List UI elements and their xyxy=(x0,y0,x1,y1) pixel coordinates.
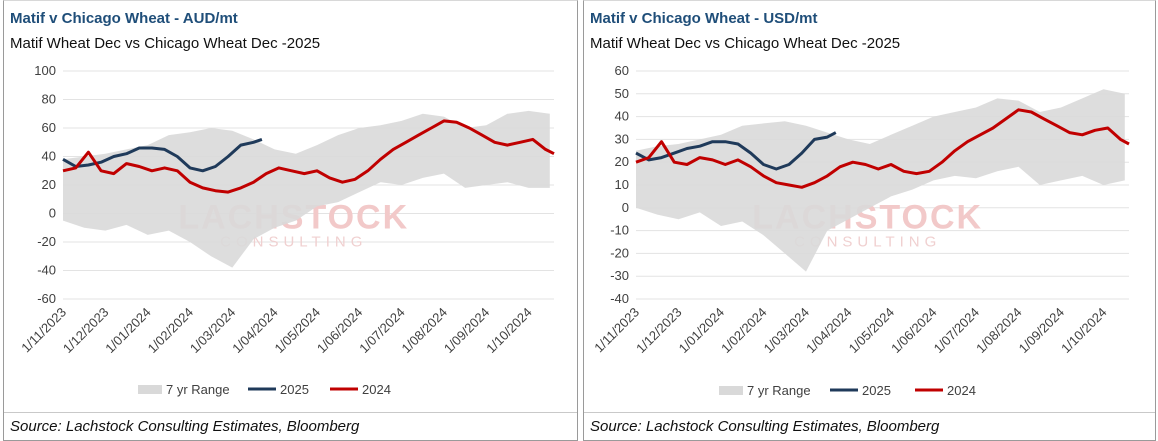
y-tick-label: 40 xyxy=(615,109,629,124)
chart-usd-svg: -40-30-20-100102030405060LACHSTOCKCONSUL… xyxy=(591,63,1130,398)
chart-panel-aud: Matif v Chicago Wheat - AUD/mt Matif Whe… xyxy=(3,0,578,441)
x-tick-label: 1/09/2024 xyxy=(441,305,493,357)
y-tick-label: 20 xyxy=(615,154,629,169)
chart-panel-usd: Matif v Chicago Wheat - USD/mt Matif Whe… xyxy=(583,0,1156,441)
x-tick-label: 1/01/2024 xyxy=(102,305,154,357)
x-tick-label: 1/08/2024 xyxy=(973,305,1025,357)
series-line-2024 xyxy=(62,119,555,194)
y-tick-label: 80 xyxy=(42,92,56,107)
y-tick-label: 0 xyxy=(49,206,56,221)
y-tick-label: -40 xyxy=(610,291,629,306)
y-tick-label: 60 xyxy=(42,120,56,135)
y-tick-label: 20 xyxy=(42,177,56,192)
chart-aud-svg: -60-40-20020406080100LACHSTOCKCONSULTING… xyxy=(18,63,555,397)
y-tick-label: -60 xyxy=(37,291,56,306)
y-tick-label: -20 xyxy=(37,234,56,249)
y-tick-label: 10 xyxy=(615,177,629,192)
x-tick-label: 1/09/2024 xyxy=(1016,305,1068,357)
x-tick-label: 1/10/2024 xyxy=(483,305,535,357)
series-line-2024 xyxy=(635,108,1130,189)
y-tick-label: 100 xyxy=(34,63,56,78)
chart-subtitle: Matif Wheat Dec vs Chicago Wheat Dec -20… xyxy=(590,35,901,52)
y-tick-label: 60 xyxy=(615,63,629,78)
x-tick-label: 1/07/2024 xyxy=(356,305,408,357)
legend-label: 7 yr Range xyxy=(747,383,811,398)
legend-label: 7 yr Range xyxy=(166,382,230,397)
x-tick-label: 1/02/2024 xyxy=(145,305,197,357)
x-tick-label: 1/02/2024 xyxy=(718,305,770,357)
chart-source: Source: Lachstock Consulting Estimates, … xyxy=(10,418,360,435)
y-tick-label: 40 xyxy=(42,149,56,164)
divider xyxy=(584,412,1155,413)
y-tick-label: -30 xyxy=(610,268,629,283)
x-tick-label: 1/12/2023 xyxy=(633,305,685,357)
chart-title: Matif v Chicago Wheat - USD/mt xyxy=(590,10,818,27)
legend-label: 2025 xyxy=(862,383,891,398)
y-tick-label: 50 xyxy=(615,86,629,101)
divider xyxy=(4,412,577,413)
y-tick-label: 0 xyxy=(622,200,629,215)
y-tick-label: -40 xyxy=(37,263,56,278)
x-tick-label: 1/07/2024 xyxy=(931,305,983,357)
x-tick-label: 1/06/2024 xyxy=(314,305,366,357)
x-tick-label: 1/01/2024 xyxy=(676,305,728,357)
y-tick-label: 30 xyxy=(615,131,629,146)
range-band xyxy=(636,89,1125,272)
legend-swatch xyxy=(719,386,743,395)
x-tick-label: 1/03/2024 xyxy=(187,305,239,357)
chart-source: Source: Lachstock Consulting Estimates, … xyxy=(590,418,940,435)
y-tick-label: -20 xyxy=(610,245,629,260)
x-tick-label: 1/05/2024 xyxy=(272,305,324,357)
range-band xyxy=(63,110,550,268)
y-tick-label: -10 xyxy=(610,223,629,238)
chart-title: Matif v Chicago Wheat - AUD/mt xyxy=(10,10,238,27)
legend-label: 2024 xyxy=(947,383,976,398)
x-tick-label: 1/10/2024 xyxy=(1058,305,1110,357)
x-tick-label: 1/03/2024 xyxy=(761,305,813,357)
chart-subtitle: Matif Wheat Dec vs Chicago Wheat Dec -20… xyxy=(10,35,321,52)
legend-label: 2024 xyxy=(362,382,391,397)
x-tick-label: 1/04/2024 xyxy=(229,305,281,357)
x-tick-label: 1/12/2023 xyxy=(60,305,112,357)
x-tick-label: 1/06/2024 xyxy=(888,305,940,357)
x-tick-label: 1/04/2024 xyxy=(803,305,855,357)
x-tick-label: 1/08/2024 xyxy=(399,305,451,357)
legend-swatch xyxy=(138,385,162,394)
x-tick-label: 1/05/2024 xyxy=(846,305,898,357)
legend-label: 2025 xyxy=(280,382,309,397)
watermark-sub: CONSULTING xyxy=(794,234,941,251)
